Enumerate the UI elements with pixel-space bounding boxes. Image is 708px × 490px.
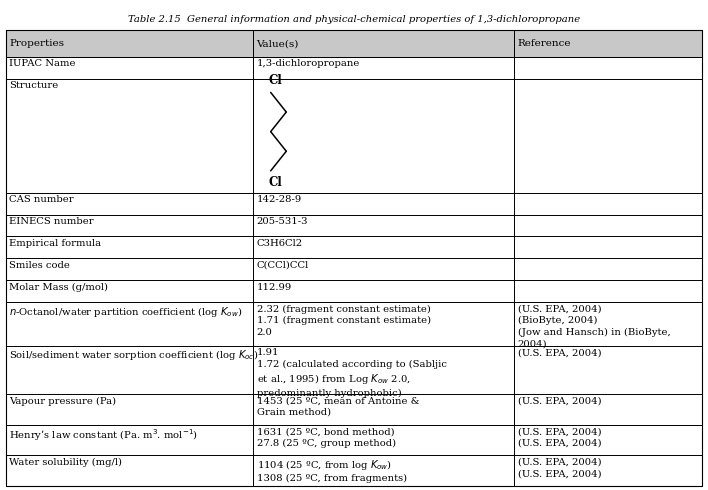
Bar: [253, 302, 514, 346]
Bar: [6, 455, 253, 486]
Bar: [514, 280, 702, 302]
Bar: [6, 425, 253, 455]
Text: Cl: Cl: [268, 74, 282, 87]
Bar: [6, 394, 253, 425]
Text: Henry’s law constant (Pa. m$^3$. mol$^{-1}$): Henry’s law constant (Pa. m$^3$. mol$^{-…: [9, 427, 198, 443]
Text: 1,3-dichloropropane: 1,3-dichloropropane: [256, 59, 360, 68]
Bar: [514, 215, 702, 236]
Bar: [253, 79, 514, 193]
Bar: [6, 215, 253, 236]
Text: C(CCl)CCl: C(CCl)CCl: [256, 261, 309, 270]
Text: CAS number: CAS number: [9, 195, 74, 204]
Text: (U.S. EPA, 2004)
(U.S. EPA, 2004): (U.S. EPA, 2004) (U.S. EPA, 2004): [518, 458, 601, 478]
Text: 1104 (25 ºC, from log $K_{ow}$)
1308 (25 ºC, from fragments): 1104 (25 ºC, from log $K_{ow}$) 1308 (25…: [256, 458, 406, 484]
Bar: [6, 57, 253, 79]
Text: Smiles code: Smiles code: [9, 261, 70, 270]
Text: IUPAC Name: IUPAC Name: [9, 59, 76, 68]
Bar: [253, 236, 514, 258]
Bar: [6, 193, 253, 215]
Bar: [514, 394, 702, 425]
Bar: [514, 425, 702, 455]
Text: C3H6Cl2: C3H6Cl2: [256, 239, 302, 248]
Bar: [6, 30, 702, 57]
Bar: [6, 30, 253, 57]
Bar: [253, 215, 514, 236]
Bar: [514, 346, 702, 394]
Bar: [6, 302, 253, 346]
Text: 205-531-3: 205-531-3: [256, 217, 308, 226]
Bar: [253, 57, 514, 79]
Text: (U.S. EPA, 2004)
(BioByte, 2004)
(Jow and Hansch) in (BioByte,
2004): (U.S. EPA, 2004) (BioByte, 2004) (Jow an…: [518, 305, 670, 348]
Bar: [6, 346, 253, 394]
Bar: [253, 394, 514, 425]
Bar: [6, 79, 253, 193]
Text: Vapour pressure (Pa): Vapour pressure (Pa): [9, 396, 116, 406]
Bar: [514, 455, 702, 486]
Bar: [253, 280, 514, 302]
Bar: [6, 236, 253, 258]
Text: (U.S. EPA, 2004): (U.S. EPA, 2004): [518, 348, 601, 357]
Text: Reference: Reference: [518, 39, 571, 48]
Text: EINECS number: EINECS number: [9, 217, 94, 226]
Bar: [514, 258, 702, 280]
Bar: [6, 280, 253, 302]
Bar: [253, 30, 514, 57]
Text: 2.32 (fragment constant estimate)
1.71 (fragment constant estimate)
2.0: 2.32 (fragment constant estimate) 1.71 (…: [256, 305, 430, 337]
Text: Value(s): Value(s): [256, 39, 299, 48]
Bar: [6, 258, 253, 280]
Bar: [253, 346, 514, 394]
Text: Cl: Cl: [268, 176, 282, 189]
Bar: [253, 425, 514, 455]
Text: Molar Mass (g/mol): Molar Mass (g/mol): [9, 283, 108, 292]
Text: Water solubility (mg/l): Water solubility (mg/l): [9, 458, 122, 467]
Text: Properties: Properties: [9, 39, 64, 48]
Bar: [514, 30, 702, 57]
Text: (U.S. EPA, 2004)
(U.S. EPA, 2004): (U.S. EPA, 2004) (U.S. EPA, 2004): [518, 427, 601, 448]
Bar: [253, 193, 514, 215]
Bar: [514, 193, 702, 215]
Bar: [514, 302, 702, 346]
Bar: [514, 57, 702, 79]
Bar: [514, 236, 702, 258]
Text: Table 2.15  General information and physical-chemical properties of 1,3-dichloro: Table 2.15 General information and physi…: [128, 15, 580, 24]
Text: Soil/sediment water sorption coefficient (log $K_{oc}$): Soil/sediment water sorption coefficient…: [9, 348, 258, 363]
Text: $n$-Octanol/water partition coefficient (log $K_{ow}$): $n$-Octanol/water partition coefficient …: [9, 305, 243, 318]
Text: 112.99: 112.99: [256, 283, 292, 292]
Text: (U.S. EPA, 2004): (U.S. EPA, 2004): [518, 396, 601, 406]
Text: Structure: Structure: [9, 81, 59, 90]
Text: 142-28-9: 142-28-9: [256, 195, 302, 204]
Text: Empirical formula: Empirical formula: [9, 239, 101, 248]
Bar: [253, 455, 514, 486]
Text: 1631 (25 ºC, bond method)
27.8 (25 ºC, group method): 1631 (25 ºC, bond method) 27.8 (25 ºC, g…: [256, 427, 396, 448]
Bar: [253, 258, 514, 280]
Text: 1453 (25 ºC, mean of Antoine &
Grain method): 1453 (25 ºC, mean of Antoine & Grain met…: [256, 396, 419, 417]
Bar: [514, 79, 702, 193]
Text: 1.91
1.72 (calculated according to (Sabljic
et al., 1995) from Log $K_{ow}$ 2.0,: 1.91 1.72 (calculated according to (Sabl…: [256, 348, 447, 398]
